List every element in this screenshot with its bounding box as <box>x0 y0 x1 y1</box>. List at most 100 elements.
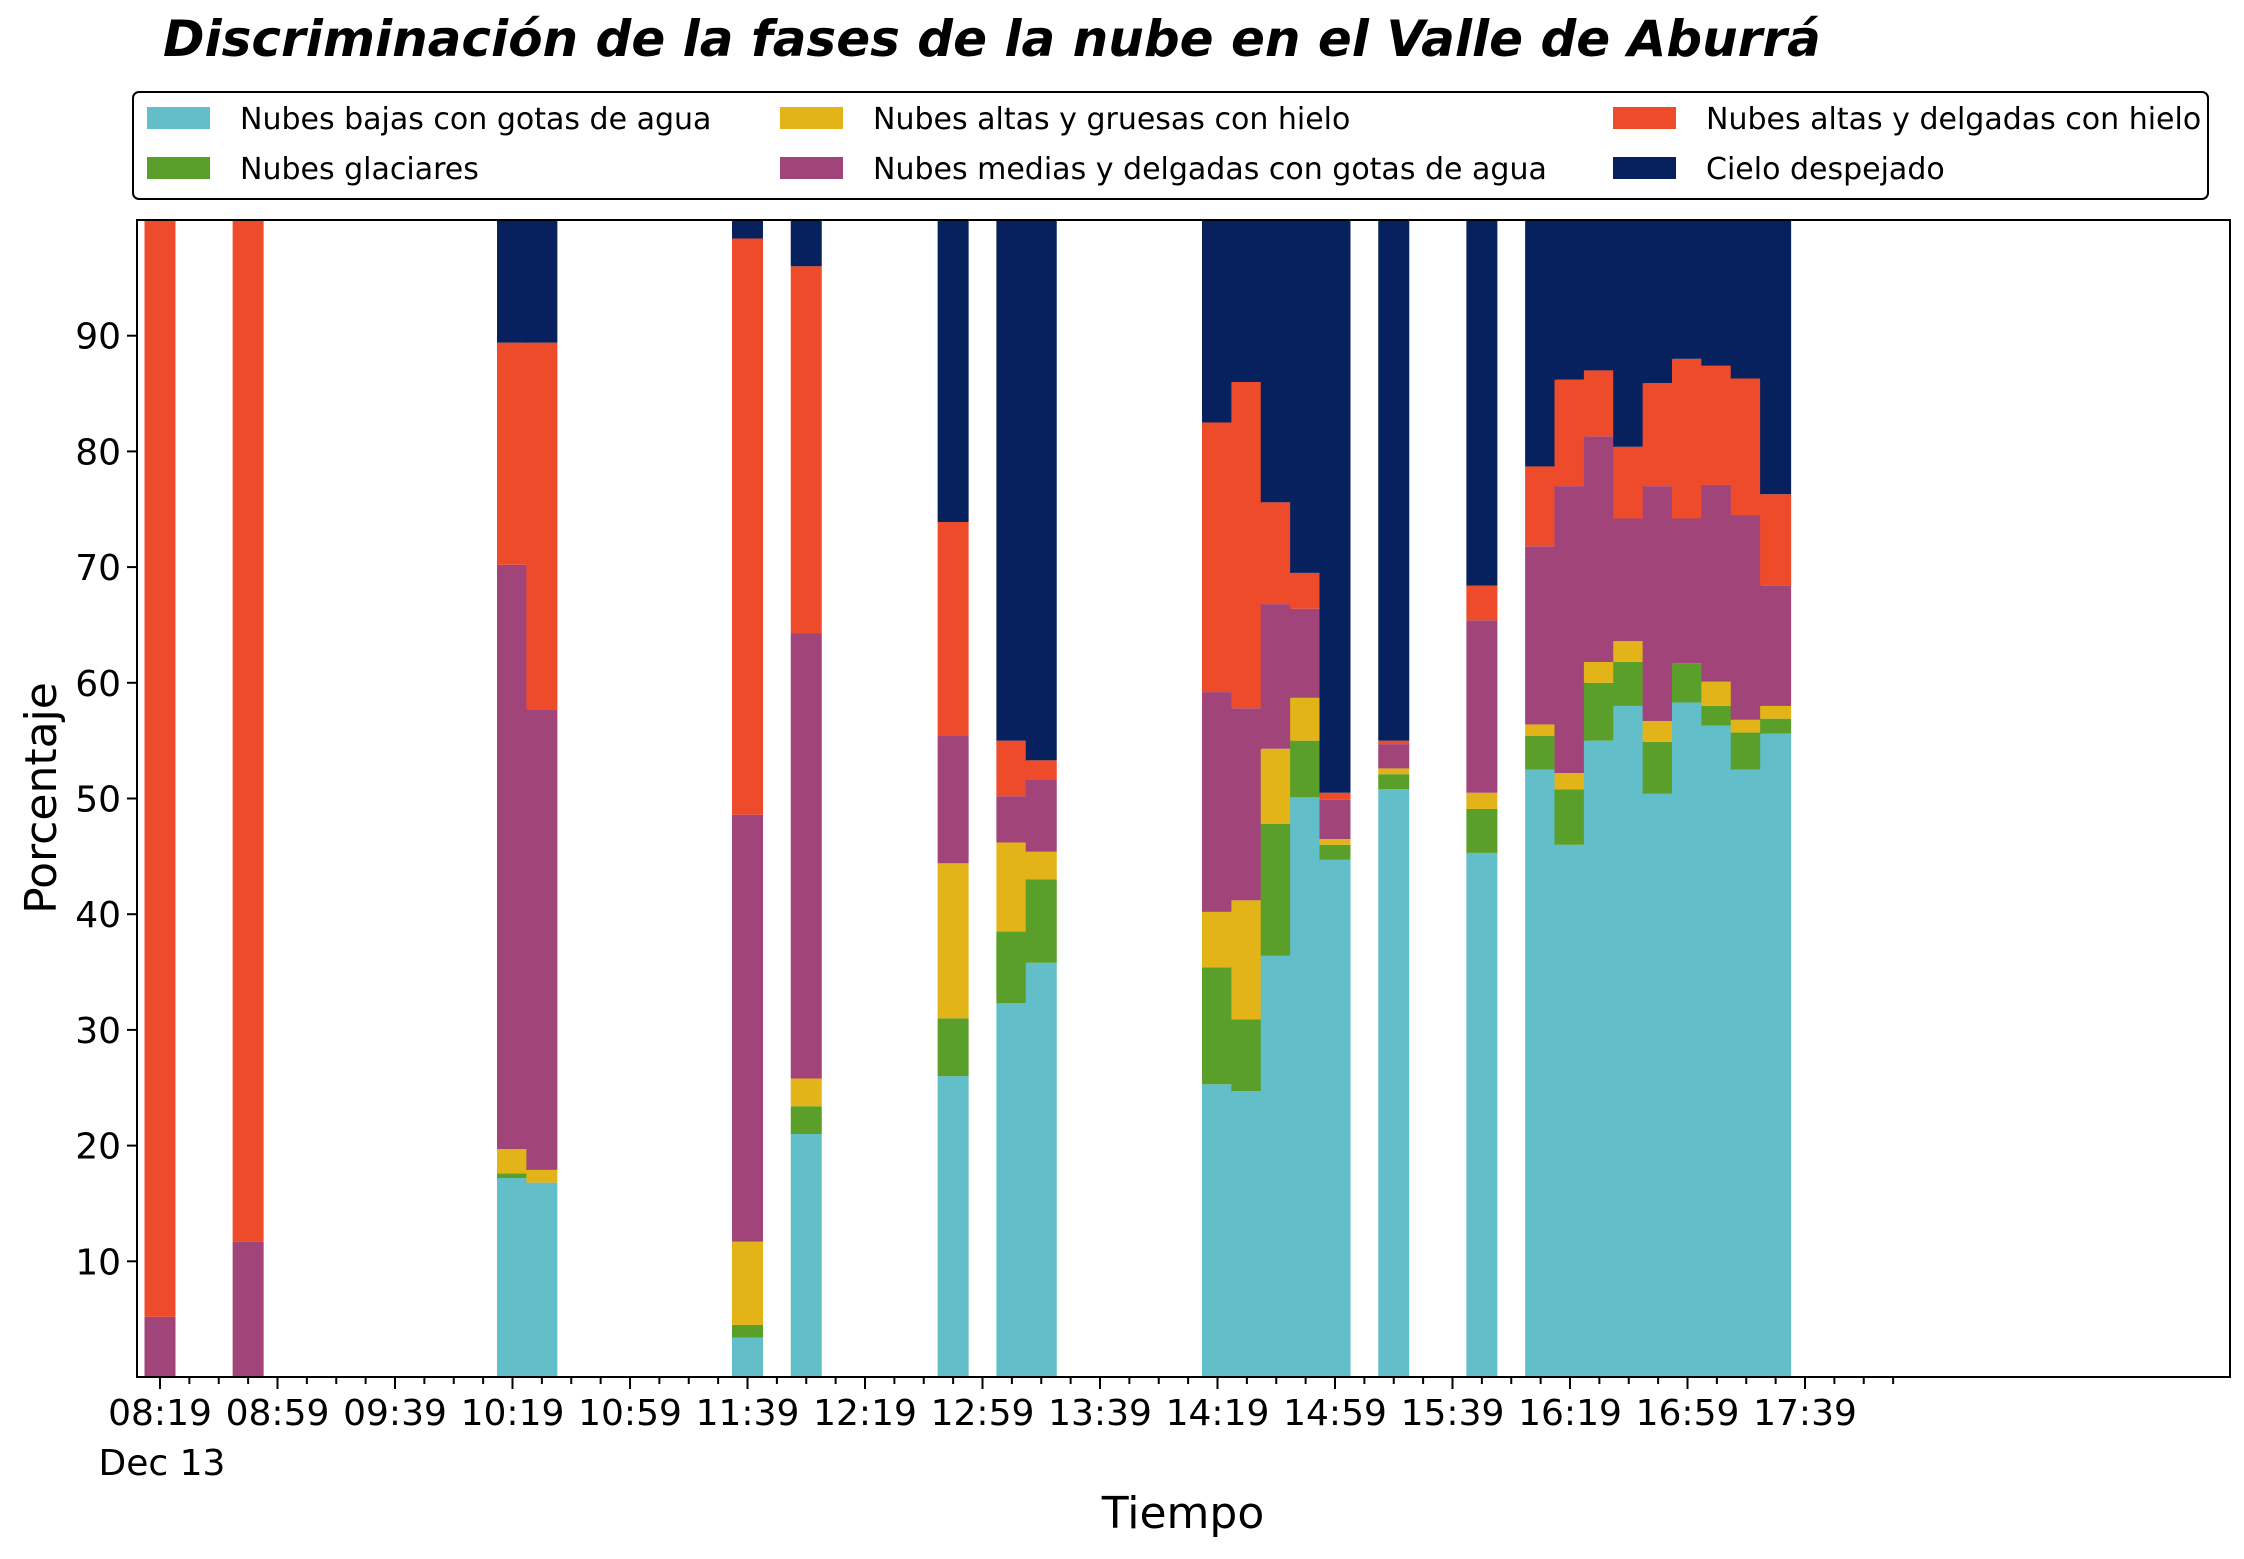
bar-segment-nubes-glaciares <box>1525 736 1557 770</box>
bar-segment-cielo-despejado <box>1583 220 1615 371</box>
x-tick-label: 16:19 <box>1518 1393 1622 1434</box>
x-tick-label: 10:59 <box>578 1393 682 1434</box>
bar-segment-nubes-altas-y-delgadas-con-hielo <box>497 342 528 565</box>
bar-segment-nubes-altas-y-gruesas-con-hielo <box>1525 724 1557 737</box>
bar-segment-cielo-despejado <box>937 220 969 522</box>
bar-segment-nubes-glaciares <box>1554 789 1586 845</box>
bar-segment-nubes-bajas-con-gotas-de-agua <box>1554 844 1586 1377</box>
legend-label-nubes-glaciares: Nubes glaciares <box>240 152 479 187</box>
x-axis: 08:19 08:59 09:39 10:19 10:59 11:39 12:19 12:59… <box>108 1377 1895 1434</box>
bar-segment-cielo-despejado <box>1025 220 1057 761</box>
bar-segment-nubes-altas-y-gruesas-con-hielo <box>1554 773 1586 790</box>
bar-segment-nubes-glaciares <box>1260 823 1292 956</box>
y-tick-label: 80 <box>75 432 121 473</box>
x-tick-label: 14:19 <box>1166 1393 1270 1434</box>
legend-swatch-nubes-medias-y-delgadas-con-gotas-de-agua <box>780 157 843 179</box>
bar-segment-nubes-glaciares <box>1642 741 1674 794</box>
bar-segment-nubes-medias-y-delgadas-con-gotas-de-agua <box>497 564 528 1150</box>
y-axis-label: Porcentaje <box>16 682 67 914</box>
y-tick-label: 10 <box>75 1242 121 1283</box>
bar-segment-nubes-altas-y-gruesas-con-hielo <box>1025 851 1057 880</box>
y-tick-label: 30 <box>75 1011 121 1052</box>
bar-segment-nubes-medias-y-delgadas-con-gotas-de-agua <box>1760 585 1792 706</box>
legend-label-nubes-bajas-con-gotas-de-agua: Nubes bajas con gotas de agua <box>240 102 711 137</box>
x-tick-label: 11:39 <box>696 1393 800 1434</box>
bar-segment-nubes-altas-y-delgadas-con-hielo <box>232 220 264 1242</box>
y-tick-label: 60 <box>75 664 121 705</box>
bar-segment-nubes-glaciares <box>1378 774 1410 790</box>
bar-segment-cielo-despejado <box>1525 220 1557 467</box>
bar-segment-nubes-bajas-con-gotas-de-agua <box>1583 740 1615 1377</box>
bar-segment-nubes-glaciares <box>1202 967 1233 1085</box>
bar-segment-nubes-medias-y-delgadas-con-gotas-de-agua <box>1466 620 1498 793</box>
bar-segment-nubes-medias-y-delgadas-con-gotas-de-agua <box>937 736 969 864</box>
y-tick-label: 90 <box>75 317 121 358</box>
bar-segment-nubes-altas-y-delgadas-con-hielo <box>1525 466 1557 547</box>
bar-segment-nubes-altas-y-gruesas-con-hielo <box>996 842 1028 932</box>
bar-segment-nubes-bajas-con-gotas-de-agua <box>790 1134 822 1377</box>
bar-segment-nubes-bajas-con-gotas-de-agua <box>1290 797 1322 1377</box>
bar-segment-nubes-altas-y-gruesas-con-hielo <box>1231 900 1263 1020</box>
bar-segment-cielo-despejado <box>1319 220 1351 793</box>
legend-frame <box>132 91 2209 200</box>
bar-segment-nubes-altas-y-gruesas-con-hielo <box>1319 839 1351 845</box>
legend-label-nubes-medias-y-delgadas-con-gotas-de-agua: Nubes medias y delgadas con gotas de agu… <box>873 152 1547 187</box>
bar-segment-nubes-bajas-con-gotas-de-agua <box>1642 793 1674 1377</box>
bar-segment-nubes-medias-y-delgadas-con-gotas-de-agua <box>1554 486 1586 774</box>
x-tick-label: 13:39 <box>1048 1393 1152 1434</box>
legend-label-nubes-altas-y-gruesas-con-hielo: Nubes altas y gruesas con hielo <box>873 102 1350 137</box>
bar-segment-nubes-bajas-con-gotas-de-agua <box>497 1178 528 1377</box>
bar-segment-nubes-altas-y-gruesas-con-hielo <box>1760 705 1792 719</box>
bar-segment-nubes-medias-y-delgadas-con-gotas-de-agua <box>1231 708 1263 901</box>
bar-segment-nubes-altas-y-delgadas-con-hielo <box>526 342 558 710</box>
bar-segment-nubes-medias-y-delgadas-con-gotas-de-agua <box>790 633 822 1079</box>
bar-segment-nubes-bajas-con-gotas-de-agua <box>937 1076 969 1377</box>
bar-segment-nubes-bajas-con-gotas-de-agua <box>1202 1084 1233 1377</box>
x-tick-label: 12:19 <box>813 1393 917 1434</box>
bar-segment-cielo-despejado <box>996 220 1028 741</box>
y-axis: 10 20 30 40 50 60 70 80 90 <box>75 317 137 1283</box>
bar-segment-nubes-bajas-con-gotas-de-agua <box>1672 702 1703 1377</box>
x-tick-label: 14:59 <box>1283 1393 1387 1434</box>
bar-segment-nubes-medias-y-delgadas-con-gotas-de-agua <box>1260 604 1292 749</box>
bar-segment-nubes-bajas-con-gotas-de-agua <box>1466 852 1498 1377</box>
legend-swatch-nubes-glaciares <box>147 157 210 179</box>
bar-segment-nubes-altas-y-gruesas-con-hielo <box>937 863 969 1019</box>
bar-segment-nubes-altas-y-gruesas-con-hielo <box>1290 697 1322 741</box>
bar-segment-nubes-glaciares <box>1231 1019 1263 1092</box>
y-tick-label: 70 <box>75 548 121 589</box>
bar-segment-cielo-despejado <box>1701 220 1733 366</box>
bar-segment-nubes-altas-y-gruesas-con-hielo <box>1202 911 1233 968</box>
bar-segment-nubes-medias-y-delgadas-con-gotas-de-agua <box>1642 486 1674 721</box>
bar-segment-nubes-altas-y-delgadas-con-hielo <box>1260 502 1292 605</box>
bar-segment-nubes-bajas-con-gotas-de-agua <box>1231 1091 1263 1377</box>
bar-segment-cielo-despejado <box>1202 220 1233 423</box>
bar-segment-nubes-medias-y-delgadas-con-gotas-de-agua <box>1319 799 1351 839</box>
bar-segment-nubes-altas-y-gruesas-con-hielo <box>790 1078 822 1107</box>
x-tick-label: 16:59 <box>1636 1393 1740 1434</box>
bar-segment-nubes-glaciares <box>1701 705 1733 726</box>
bar-segment-nubes-medias-y-delgadas-con-gotas-de-agua <box>1378 744 1410 769</box>
bar-segment-nubes-medias-y-delgadas-con-gotas-de-agua <box>1730 515 1762 720</box>
legend-swatch-nubes-altas-y-delgadas-con-hielo <box>1613 107 1676 129</box>
x-tick-label: 10:19 <box>461 1393 565 1434</box>
bar-segment-nubes-altas-y-delgadas-con-hielo <box>1613 446 1645 519</box>
bar-segment-nubes-altas-y-delgadas-con-hielo <box>732 238 763 815</box>
bar-segment-cielo-despejado <box>1290 220 1322 573</box>
bar-segment-nubes-altas-y-delgadas-con-hielo <box>1730 378 1762 516</box>
plot-frame <box>136 219 2231 1378</box>
x-axis-label: Tiempo <box>1101 1488 1265 1539</box>
bar-segment-cielo-despejado <box>1554 220 1586 380</box>
bar-segment-nubes-altas-y-gruesas-con-hielo <box>1730 719 1762 733</box>
bar-segment-nubes-glaciares <box>497 1173 528 1178</box>
bar-segment-nubes-glaciares <box>1319 844 1351 860</box>
bar-segment-nubes-altas-y-gruesas-con-hielo <box>732 1241 763 1325</box>
bar-segment-nubes-altas-y-delgadas-con-hielo <box>1701 365 1733 485</box>
bar-segment-nubes-medias-y-delgadas-con-gotas-de-agua <box>144 1316 176 1377</box>
bar-segment-nubes-bajas-con-gotas-de-agua <box>1025 962 1057 1377</box>
bar-segment-nubes-glaciares <box>790 1106 822 1135</box>
bar-segment-nubes-medias-y-delgadas-con-gotas-de-agua <box>1672 518 1703 664</box>
x-tick-label: 17:39 <box>1753 1393 1857 1434</box>
bar-segment-nubes-altas-y-delgadas-con-hielo <box>1760 494 1792 586</box>
bar-segment-nubes-medias-y-delgadas-con-gotas-de-agua <box>526 709 558 1170</box>
